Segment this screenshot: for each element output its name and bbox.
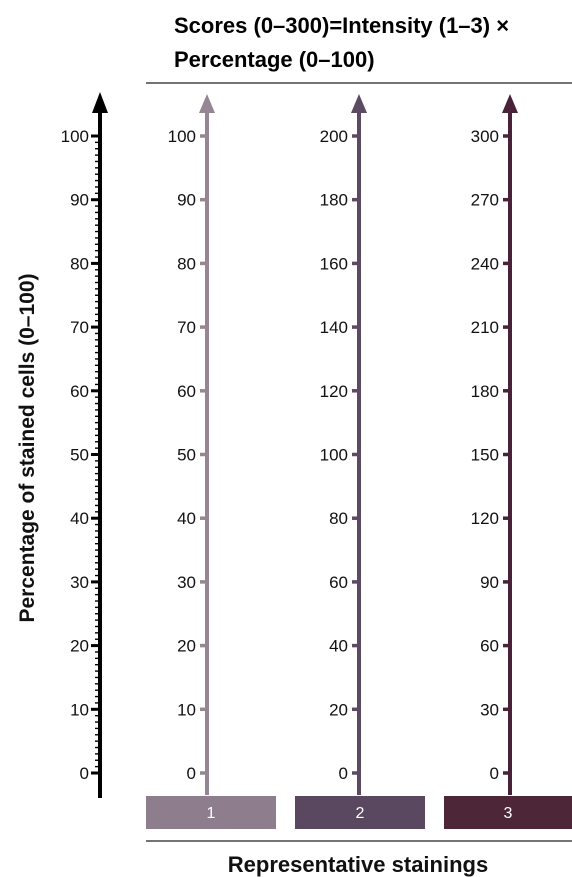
representative-stainings: 1 2 3 [146, 796, 572, 829]
intensity-axis-tick-label: 90 [480, 573, 499, 592]
intensity-axis-tick-label: 40 [177, 509, 196, 528]
intensity-scale-2: 0 20 40 60 80 100 120 140 160 180 200 [320, 94, 367, 795]
intensity-axis-tick-label: 60 [480, 637, 499, 656]
intensity-axis-tick-label: 20 [177, 637, 196, 656]
intensity-axis-tick-label: 30 [177, 573, 196, 592]
percentage-axis-tick-label: 80 [70, 254, 89, 273]
intensity-axis-tick-label: 60 [329, 573, 348, 592]
intensity-axis-tick-label: 180 [320, 191, 348, 210]
intensity-axis-tick-label: 100 [168, 127, 196, 146]
percentage-axis-tick-label: 30 [70, 573, 89, 592]
intensity-axis-tick-label: 160 [320, 254, 348, 273]
title-line-1: Scores (0–300)=Intensity (1–3) × [174, 13, 509, 38]
intensity-axis-tick-label: 300 [471, 127, 499, 146]
staining-swatch-1 [146, 796, 276, 829]
intensity-axis-tick-label: 30 [480, 700, 499, 719]
percentage-axis: 0 10 20 30 40 50 60 70 80 90 100 [61, 92, 108, 798]
intensity-axis-tick-label: 210 [471, 318, 499, 337]
intensity-axis-tick-label: 60 [177, 382, 196, 401]
staining-swatch-label: 2 [356, 805, 365, 822]
intensity-axis-tick-label: 80 [329, 509, 348, 528]
intensity-axis-arrowhead [351, 94, 367, 113]
percentage-axis-tick-label: 90 [70, 191, 89, 210]
intensity-axis-tick-label: 40 [329, 637, 348, 656]
intensity-axis-tick-label: 180 [471, 382, 499, 401]
percentage-axis-tick-label: 100 [61, 127, 89, 146]
intensity-axis-tick-label: 140 [320, 318, 348, 337]
intensity-scale-3: 0 30 60 90 120 150 180 210 240 270 300 [471, 94, 518, 795]
intensity-axis-tick-label: 150 [471, 446, 499, 465]
title-line-2: Percentage (0–100) [174, 47, 375, 72]
intensity-axis-tick-label: 0 [490, 764, 499, 783]
intensity-axis-tick-label: 0 [187, 764, 196, 783]
intensity-axis-tick-label: 200 [320, 127, 348, 146]
intensity-axis-tick-label: 70 [177, 318, 196, 337]
staining-swatch-3 [444, 796, 572, 829]
intensity-axis-tick-label: 50 [177, 446, 196, 465]
intensity-scale-1: 0 10 20 30 40 50 60 70 80 90 100 [168, 94, 215, 795]
intensity-axis-tick-label: 100 [320, 446, 348, 465]
intensity-axis-tick-label: 270 [471, 191, 499, 210]
percentage-axis-tick-label: 50 [70, 446, 89, 465]
percentage-axis-tick-label: 70 [70, 318, 89, 337]
intensity-scales: 0 10 20 30 40 50 60 70 80 90 100 0 20 40 60 80 100 120 140… [168, 94, 518, 795]
intensity-axis-tick-label: 80 [177, 254, 196, 273]
intensity-axis-tick-label: 240 [471, 254, 499, 273]
intensity-axis-arrowhead [199, 94, 215, 113]
intensity-axis-tick-label: 0 [339, 764, 348, 783]
y-axis-label: Percentage of stained cells (0–100) [16, 274, 39, 623]
percentage-axis-tick-label: 40 [70, 509, 89, 528]
percentage-axis-arrowhead [92, 92, 108, 113]
intensity-axis-tick-label: 20 [329, 700, 348, 719]
percentage-axis-tick-label: 20 [70, 637, 89, 656]
percentage-axis-tick-label: 0 [80, 764, 89, 783]
percentage-axis-tick-label: 60 [70, 382, 89, 401]
intensity-axis-tick-label: 90 [177, 191, 196, 210]
intensity-axis-tick-label: 120 [471, 509, 499, 528]
staining-swatch-2 [295, 796, 425, 829]
intensity-axis-tick-label: 10 [177, 700, 196, 719]
staining-swatch-label: 1 [207, 805, 216, 822]
footer-label: Representative stainings [228, 852, 488, 877]
percentage-axis-tick-label: 10 [70, 700, 89, 719]
intensity-axis-tick-label: 120 [320, 382, 348, 401]
intensity-axis-arrowhead [502, 94, 518, 113]
staining-swatch-label: 3 [504, 805, 513, 822]
